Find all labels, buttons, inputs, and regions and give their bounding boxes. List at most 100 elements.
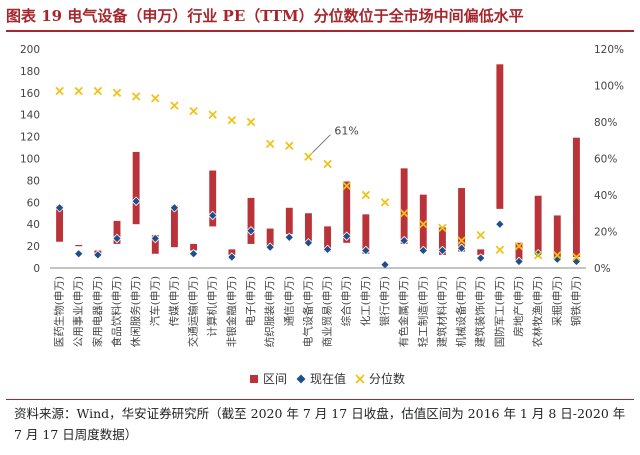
range-bar bbox=[343, 181, 351, 243]
percentile-marker bbox=[572, 252, 581, 262]
percentile-marker bbox=[265, 139, 275, 149]
percentile-marker bbox=[380, 198, 390, 207]
current-value-marker bbox=[93, 250, 103, 260]
category-label: 采掘(申万) bbox=[550, 276, 563, 326]
range-bar bbox=[438, 227, 446, 255]
current-markers bbox=[54, 196, 582, 270]
range-bar bbox=[132, 151, 140, 225]
range-bar bbox=[151, 235, 159, 254]
category-label: 国防军工(申万) bbox=[493, 276, 506, 347]
y-left-tick-label: 180 bbox=[20, 66, 40, 78]
y-right-tick-label: 0% bbox=[594, 263, 611, 275]
y-right-tick-label: 20% bbox=[594, 227, 617, 239]
percentile-marker bbox=[227, 115, 237, 125]
current-value-marker bbox=[341, 231, 352, 242]
category-label: 医药生物(申万) bbox=[53, 276, 66, 347]
current-value-marker bbox=[456, 243, 467, 254]
range-bar bbox=[209, 170, 217, 227]
category-label: 机械设备(申万) bbox=[455, 276, 468, 347]
range-bar bbox=[553, 215, 561, 258]
legend-label: 现在值 bbox=[310, 371, 346, 386]
percentile-marker bbox=[399, 209, 409, 218]
range-bar bbox=[190, 243, 198, 251]
range-bar bbox=[228, 249, 236, 255]
current-value-marker bbox=[73, 248, 84, 259]
percentile-marker bbox=[514, 241, 524, 251]
legend-label: 分位数 bbox=[369, 371, 405, 386]
range-bar bbox=[477, 249, 485, 255]
percentile-marker bbox=[74, 86, 83, 96]
range-bar bbox=[572, 137, 580, 258]
category-label: 电子(申万) bbox=[244, 276, 257, 326]
range-bar bbox=[515, 242, 523, 263]
axes: 0 20 40 60 80 100 120 140 160 180 200 0% 20% 40% 60% 80… bbox=[20, 44, 624, 347]
y-left-tick-label: 0 bbox=[33, 263, 40, 275]
current-value-marker bbox=[131, 196, 141, 206]
category-label: 综合(申万) bbox=[340, 276, 353, 326]
percentile-marker bbox=[170, 101, 179, 110]
percentile-markers bbox=[55, 86, 581, 262]
range-bar bbox=[285, 207, 293, 235]
category-label: 商业贸易(申万) bbox=[321, 276, 334, 347]
legend-swatch-current bbox=[296, 374, 306, 384]
current-value-marker bbox=[188, 248, 199, 259]
y-left-tick-label: 200 bbox=[20, 44, 40, 56]
y-left-tick-label: 60 bbox=[27, 197, 40, 209]
current-value-marker bbox=[571, 256, 582, 267]
range-bar bbox=[458, 188, 466, 252]
category-label: 化工(申万) bbox=[359, 276, 372, 326]
y-left-tick-label: 140 bbox=[20, 110, 40, 122]
current-value-marker bbox=[495, 219, 505, 229]
current-value-marker bbox=[227, 252, 237, 262]
percentile-marker bbox=[151, 94, 160, 103]
category-label: 食品饮料(申万) bbox=[110, 276, 123, 347]
annotation-leader bbox=[312, 134, 331, 153]
current-value-marker bbox=[399, 235, 409, 246]
category-label: 钢铁(申万) bbox=[569, 276, 582, 326]
percentile-marker bbox=[457, 236, 466, 245]
percentile-marker bbox=[361, 190, 371, 200]
category-label: 公用事业(申万) bbox=[72, 276, 85, 347]
category-label: 通信(申万) bbox=[282, 276, 295, 326]
category-label: 家用电器(申万) bbox=[91, 276, 104, 347]
category-label: 非银金融(申万) bbox=[225, 276, 238, 347]
range-bar bbox=[400, 168, 408, 244]
y-right-tick-label: 60% bbox=[594, 154, 617, 166]
range-bar bbox=[534, 195, 542, 255]
category-label: 纺织服装(申万) bbox=[263, 276, 276, 347]
percentile-marker bbox=[495, 245, 505, 254]
current-value-marker bbox=[284, 232, 295, 243]
percentile-marker bbox=[438, 223, 447, 233]
legend-label: 区间 bbox=[263, 372, 287, 386]
legend: 区间 现在值 分位数 bbox=[250, 371, 405, 386]
y-right-tick-label: 80% bbox=[594, 117, 617, 129]
current-value-marker bbox=[265, 242, 275, 252]
range-bar bbox=[304, 213, 312, 243]
current-value-marker bbox=[322, 244, 333, 255]
current-value-marker bbox=[303, 238, 314, 248]
legend-item: 现在值 bbox=[296, 371, 346, 386]
chart-title: 图表 19 电气设备（申万）行业 PE（TTM）分位数位于全市场中间偏低水平 bbox=[6, 7, 524, 25]
range-bar bbox=[247, 197, 255, 244]
source-note: 资料来源：Wind，华安证券研究所（截至 2020 年 7 月 17 日收盘，估… bbox=[14, 406, 626, 442]
annotation-label: 61% bbox=[334, 125, 358, 138]
current-value-marker bbox=[514, 256, 524, 267]
current-value-marker bbox=[54, 203, 65, 213]
range-bar bbox=[170, 205, 178, 248]
legend-item: 区间 bbox=[250, 372, 287, 386]
current-value-marker bbox=[169, 203, 180, 213]
current-value-marker bbox=[475, 253, 486, 263]
range-bar bbox=[362, 214, 370, 254]
current-value-marker bbox=[207, 210, 218, 221]
percentile-marker bbox=[112, 88, 122, 98]
category-label: 农林牧渔(申万) bbox=[531, 276, 544, 347]
footer-divider bbox=[6, 399, 634, 400]
category-label: 轻工制造(申万) bbox=[416, 276, 429, 347]
category-label: 传媒(申万) bbox=[167, 276, 180, 326]
title-divider bbox=[6, 30, 634, 32]
range-bar bbox=[496, 64, 504, 209]
category-label: 电气设备(申万) bbox=[301, 276, 314, 347]
chart: 0 20 40 60 80 100 120 140 160 180 200 0% 20% 40% 60% 80… bbox=[20, 44, 624, 386]
y-left-tick-label: 100 bbox=[20, 154, 40, 166]
percentile-marker bbox=[533, 250, 543, 260]
